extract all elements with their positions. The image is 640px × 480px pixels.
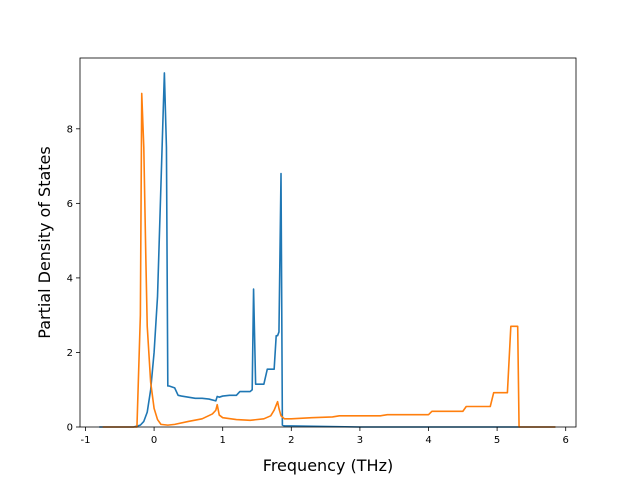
series-line-1 bbox=[99, 72, 556, 428]
y-tick-label: 6 bbox=[67, 199, 73, 210]
y-tick-label: 8 bbox=[67, 124, 73, 135]
x-tick-label: 5 bbox=[494, 435, 500, 446]
x-tick-label: 3 bbox=[357, 435, 363, 446]
series-line-2 bbox=[102, 92, 556, 428]
x-tick-label: 6 bbox=[563, 435, 569, 446]
x-tick-label: -1 bbox=[80, 435, 90, 446]
series-layer bbox=[99, 72, 556, 428]
y-tick-label: 2 bbox=[67, 348, 73, 359]
x-axis: -1 0 1 2 3 4 5 6 bbox=[80, 427, 569, 446]
x-tick-label: 0 bbox=[151, 435, 157, 446]
y-tick-label: 4 bbox=[67, 273, 73, 284]
x-tick-label: 4 bbox=[425, 435, 431, 446]
y-axis: 0 2 4 6 8 bbox=[67, 124, 80, 434]
y-tick-label: 0 bbox=[67, 423, 73, 434]
y-axis-label: Partial Density of States bbox=[35, 146, 54, 338]
x-tick-label: 2 bbox=[288, 435, 294, 446]
x-tick-label: 1 bbox=[220, 435, 226, 446]
x-axis-label: Frequency (THz) bbox=[263, 456, 393, 475]
plot-frame bbox=[79, 57, 577, 428]
